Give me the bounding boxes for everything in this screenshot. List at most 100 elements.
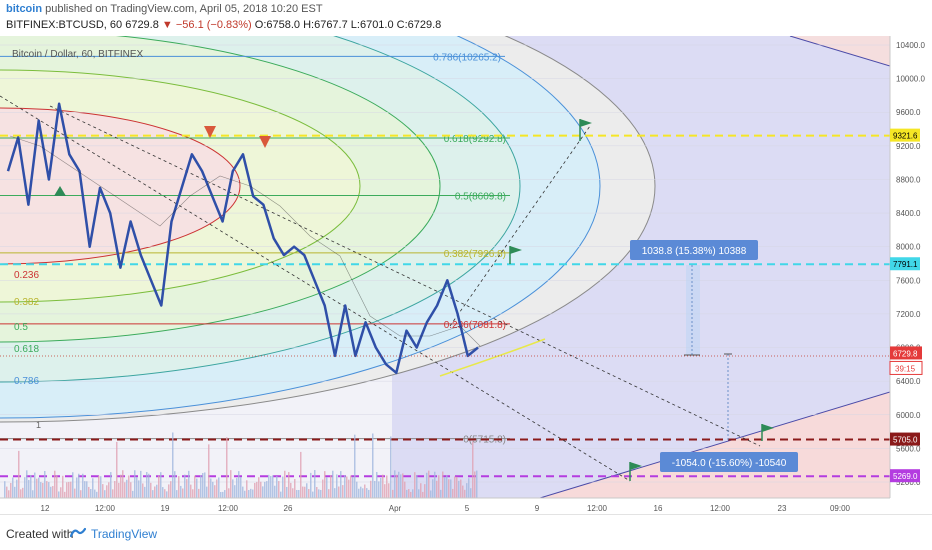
volume-bar xyxy=(260,481,262,498)
time-axis[interactable] xyxy=(0,498,890,514)
volume-bar xyxy=(450,479,452,498)
volume-bar xyxy=(166,491,168,498)
author-name[interactable]: bitcoin xyxy=(6,3,43,15)
volume-bar xyxy=(394,470,396,498)
arrow-down-marker xyxy=(259,136,271,148)
volume-bar xyxy=(34,472,36,498)
volume-bar xyxy=(66,482,68,498)
chart-title: Bitcoin / Dollar, 60, BITFINEX xyxy=(12,49,143,60)
volume-bar xyxy=(172,432,174,498)
volume-bar xyxy=(258,477,260,498)
volume-bar xyxy=(446,475,448,498)
left-fib-label: 0.786 xyxy=(14,376,39,387)
volume-bar xyxy=(134,470,136,498)
volume-bar xyxy=(28,479,30,498)
volume-bar xyxy=(400,474,402,498)
symbol-label: BITFINEX:BTCUSD, 60 xyxy=(6,19,123,31)
volume-bar xyxy=(220,491,222,498)
x-tick-label: 26 xyxy=(284,504,293,513)
volume-bar xyxy=(8,490,10,498)
volume-bar xyxy=(340,471,342,498)
volume-bar xyxy=(284,470,286,498)
measure-up-label: 1038.8 (15.38%) 10388 xyxy=(642,246,747,257)
left-fib-label: 0.382 xyxy=(14,297,39,308)
volume-bar xyxy=(54,470,56,498)
volume-bar xyxy=(382,474,384,498)
volume-bar xyxy=(76,477,78,498)
volume-bar xyxy=(204,472,206,498)
y-tick-label: 6400.0 xyxy=(896,377,921,386)
volume-bar xyxy=(402,473,404,498)
volume-bar xyxy=(378,481,380,498)
volume-bar xyxy=(464,489,466,498)
countdown-label: 39:15 xyxy=(895,364,916,373)
x-tick-label: 12:00 xyxy=(218,504,239,513)
volume-bar xyxy=(286,486,288,498)
measure-up[interactable]: 1038.8 (15.38%) 10388 xyxy=(630,240,758,356)
volume-bar xyxy=(144,486,146,498)
x-axis-ticks: 12 12:00 19 12:00 26 Apr 5 9 12:00 16 12:00 23 09:00 xyxy=(41,504,851,513)
volume-bar xyxy=(242,486,244,498)
measure-down[interactable]: -1054.0 (-15.60%) -10540 xyxy=(660,353,798,472)
volume-bar xyxy=(432,479,434,498)
x-tick-label: 16 xyxy=(654,504,663,513)
volume-bar xyxy=(58,491,60,498)
volume-bar xyxy=(142,483,144,498)
volume-bar xyxy=(114,481,116,498)
volume-bar xyxy=(456,476,458,498)
chart-area[interactable]: 0.786(10265.2) 0.618(9292.8) 0.5(8609.8) 0.… xyxy=(0,36,932,514)
volume-bar xyxy=(422,491,424,498)
volume-bar xyxy=(360,486,362,498)
volume-bar xyxy=(412,489,414,498)
volume-bar xyxy=(262,486,264,498)
x-tick-label: 12:00 xyxy=(710,504,731,513)
fib-level-label: 0.786(10265.2) xyxy=(433,52,501,63)
volume-bar xyxy=(234,485,236,498)
volume-bar xyxy=(32,490,34,498)
arrow-up-marker xyxy=(54,186,66,196)
volume-bar xyxy=(348,479,350,498)
volume-bar xyxy=(452,488,454,498)
volume-bar xyxy=(42,482,44,498)
price-tag-label: 5705.0 xyxy=(893,436,918,445)
volume-bar xyxy=(10,482,12,498)
price-tag xyxy=(890,128,920,142)
volume-bar xyxy=(188,470,190,498)
volume-bar xyxy=(372,433,374,498)
volume-bar xyxy=(198,488,200,498)
volume-bar xyxy=(272,475,274,498)
volume-bar xyxy=(466,483,468,498)
volume-bar xyxy=(408,489,410,498)
volume-bar xyxy=(334,488,336,498)
volume-bar xyxy=(214,485,216,498)
volume-bar xyxy=(430,490,432,498)
volume-bar xyxy=(296,489,298,498)
volume-bar xyxy=(308,489,310,498)
volume-bar xyxy=(14,486,16,498)
volume-bar xyxy=(468,478,470,498)
price-axis-tags: 9321.6 7791.1 5705.0 5269.0 6729.8 39:15 xyxy=(889,128,923,483)
volume-bar xyxy=(74,488,76,498)
volume-bar xyxy=(290,482,292,498)
volume-bar xyxy=(298,490,300,498)
volume-bar xyxy=(120,474,122,498)
volume-bar xyxy=(228,488,230,498)
volume-bar xyxy=(210,478,212,498)
volume-bar xyxy=(86,481,88,498)
volume-bar xyxy=(392,489,394,498)
volume-bar xyxy=(460,479,462,498)
x-tick-label: 09:00 xyxy=(830,504,851,513)
volume-bar xyxy=(370,480,372,498)
tradingview-brand[interactable]: TradingView xyxy=(91,527,158,541)
volume-bar xyxy=(270,475,272,498)
volume-bar xyxy=(274,485,276,498)
volume-bar xyxy=(92,478,94,498)
price-line xyxy=(6,102,479,375)
chart-header: bitcoin published on TradingView.com, Ap… xyxy=(0,0,932,36)
volume-bar xyxy=(414,472,416,498)
footer-bar: Created with TradingView xyxy=(0,514,932,550)
volume-bar xyxy=(276,476,278,498)
price-tag xyxy=(890,469,920,483)
volume-bar xyxy=(316,487,318,498)
publish-line: bitcoin published on TradingView.com, Ap… xyxy=(6,3,323,15)
